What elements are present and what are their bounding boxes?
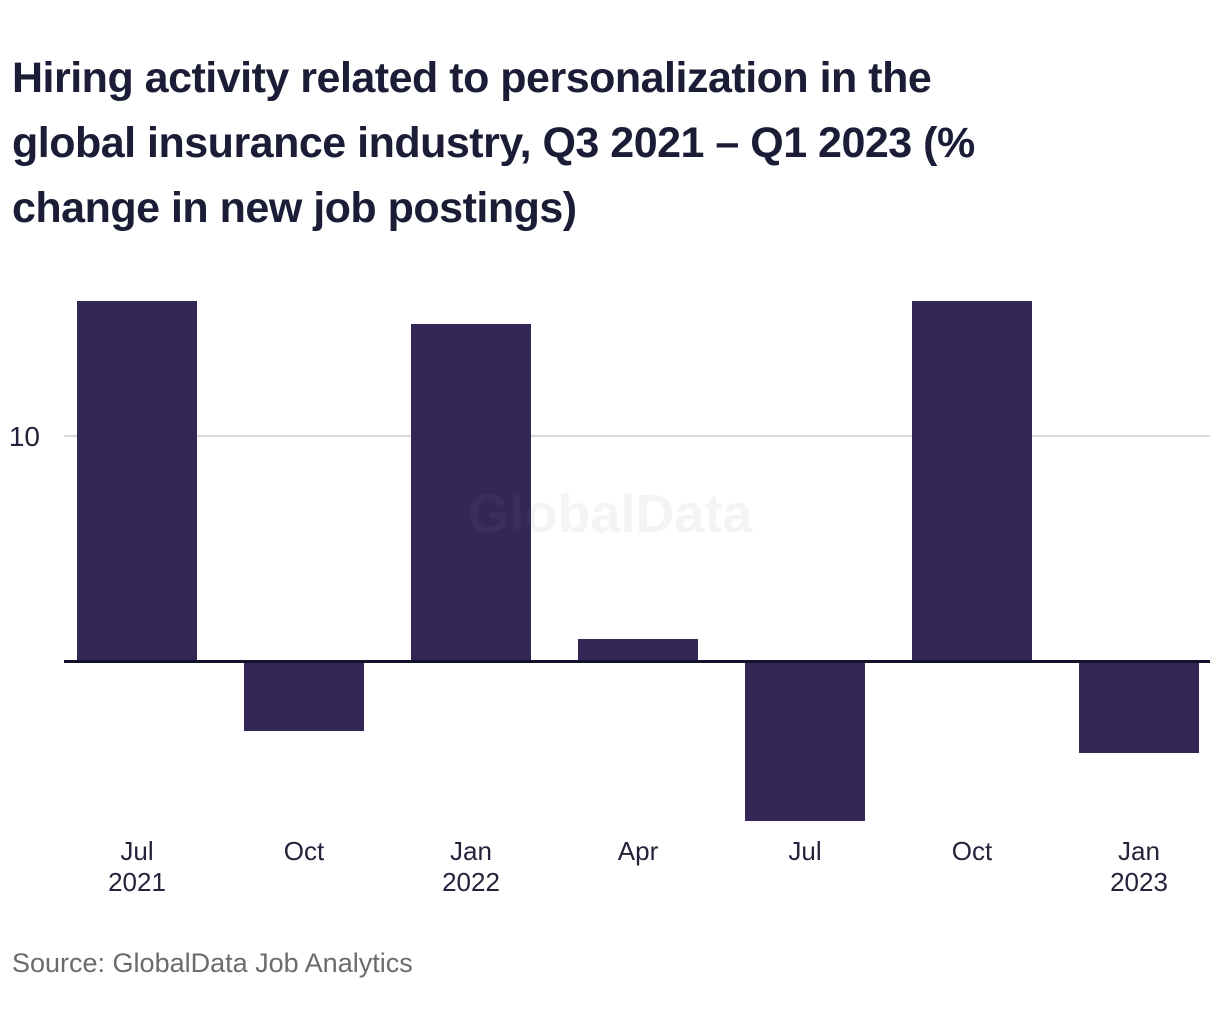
bar-jul-2021	[77, 301, 197, 661]
chart-title-line-1: Hiring activity related to personalizati…	[12, 54, 932, 102]
bar-apr-2022	[578, 638, 698, 661]
x-axis-label-apr-2022: Apr	[617, 836, 659, 866]
bar-oct-2022	[912, 301, 1032, 661]
bar-oct-2021	[244, 663, 364, 731]
chart-title-line-3: change in new job postings)	[12, 184, 577, 232]
gridline-10	[64, 435, 1210, 437]
x-axis-label-oct-2022: Oct	[951, 836, 993, 866]
bar-jan-2022	[411, 323, 531, 661]
x-axis-label-jul-2021: Jul 2021	[108, 836, 166, 897]
x-axis-zero-line	[64, 660, 1210, 663]
x-axis-label-jan-2023: Jan 2023	[1110, 836, 1168, 897]
x-axis-label-jul-2022: Jul	[788, 836, 822, 866]
bar-jul-2022	[745, 663, 865, 821]
x-axis-label-oct-2021: Oct	[283, 836, 325, 866]
source-text: Source: GlobalData Job Analytics	[12, 948, 413, 978]
x-axis-label-jan-2022: Jan 2022	[442, 836, 500, 897]
chart-title: Hiring activity related to personalizati…	[12, 46, 1172, 241]
y-axis-tick-10: 10	[8, 421, 40, 452]
bar-jan-2023	[1079, 663, 1199, 753]
chart-title-line-2: global insurance industry, Q3 2021 – Q1 …	[12, 119, 975, 167]
